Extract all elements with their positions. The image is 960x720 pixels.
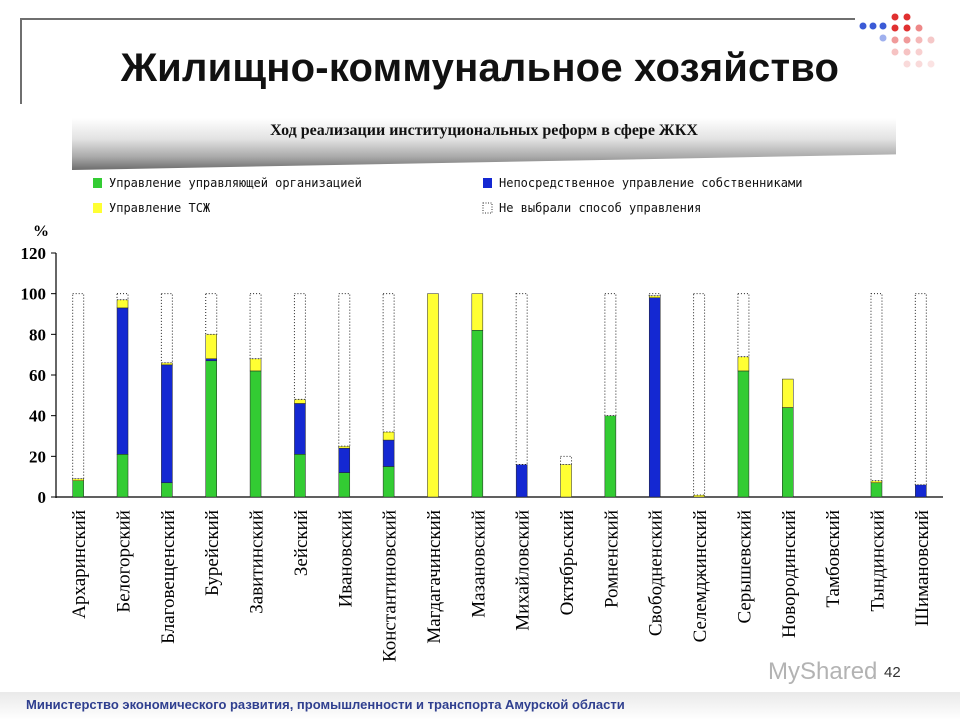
legend-swatch xyxy=(93,178,102,188)
x-tick-label: Зейский xyxy=(291,510,312,576)
y-tick-label: 60 xyxy=(29,366,46,385)
x-tick-label: Благовещенский xyxy=(158,510,179,644)
bar-segment-3 xyxy=(205,334,217,359)
bar-segment-3 xyxy=(737,356,750,372)
bar-segment-4 xyxy=(604,293,617,417)
bar-segment-3 xyxy=(427,293,439,498)
bar-segment-4 xyxy=(737,293,750,358)
bar-segment-3 xyxy=(560,464,572,498)
x-tick-label: Архаринский xyxy=(69,510,90,619)
bar-segment-1 xyxy=(161,482,173,498)
bar-segment-1 xyxy=(294,454,306,498)
footer-text: Министерство экономического развития, пр… xyxy=(26,697,625,712)
y-axis-label: % xyxy=(33,223,49,240)
x-tick-label: Селемджинский xyxy=(690,510,711,642)
bar-segment-4 xyxy=(870,293,883,482)
x-tick-label: Шимановский xyxy=(912,510,933,626)
x-tick-label: Константиновский xyxy=(380,510,401,662)
bar-segment-1 xyxy=(116,454,129,498)
bar-segment-2 xyxy=(338,447,351,473)
bar-segment-4 xyxy=(693,293,706,496)
footer-band xyxy=(0,692,960,720)
watermark: MyShared xyxy=(768,658,878,685)
y-tick-label: 100 xyxy=(21,285,47,304)
bar-groups xyxy=(72,293,927,498)
bar-segment-4 xyxy=(160,293,173,364)
legend-swatch xyxy=(483,178,492,188)
x-tick-label: Магдагачинский xyxy=(424,510,445,644)
bar-segment-4 xyxy=(72,293,85,480)
decorative-dots xyxy=(859,13,935,68)
x-tick-label: Серышевский xyxy=(734,510,755,624)
bar-segment-4 xyxy=(205,293,218,335)
bar-segment-3 xyxy=(116,299,129,309)
bar-segment-1 xyxy=(604,415,617,498)
x-tick-label: Бурейский xyxy=(202,510,223,596)
bar-segment-1 xyxy=(471,330,484,498)
bar-segment-1 xyxy=(72,480,84,498)
x-tick-label: Тындинский xyxy=(867,510,888,612)
x-tick-label: Ромненский xyxy=(601,510,622,608)
x-tick-label: Михайловский xyxy=(513,510,534,631)
legend-label: Не выбрали способ управления xyxy=(499,201,701,215)
x-tick-label: Белогорский xyxy=(114,510,135,613)
bar-segment-1 xyxy=(870,482,883,498)
y-axis: 0 20 40 60 80 100 120% xyxy=(21,223,943,507)
x-tick-label: Свободненский xyxy=(646,510,667,636)
chart-legend: Управление управляющей организацией Непос… xyxy=(93,176,802,215)
bar-segment-4 xyxy=(560,455,573,465)
x-tick-label: Новородинский xyxy=(779,510,800,638)
x-tick-label: Октябрьский xyxy=(557,510,578,615)
bar-segment-1 xyxy=(382,466,395,498)
legend-swatch xyxy=(93,203,102,213)
bar-segment-1 xyxy=(205,360,217,498)
bar-segment-3 xyxy=(249,358,262,372)
frame-horizontal-line xyxy=(20,18,855,20)
bar-segment-3 xyxy=(294,399,306,404)
bar-segment-4 xyxy=(249,293,262,360)
bar-segment-1 xyxy=(737,370,750,498)
bar-segment-4 xyxy=(382,293,395,433)
bar-segment-2 xyxy=(382,439,395,467)
legend-label: Управление управляющей организацией xyxy=(109,176,362,190)
x-axis-labels: Архаринский Белогорский Благовещенский Буре… xyxy=(69,510,933,662)
y-tick-label: 80 xyxy=(29,325,46,344)
bar-segment-2 xyxy=(294,403,306,455)
x-tick-label: Мазановский xyxy=(468,510,489,618)
x-tick-label: Завитинский xyxy=(247,510,268,614)
bar-segment-4 xyxy=(293,293,306,400)
frame-vertical-line xyxy=(20,18,22,104)
bar-segment-2 xyxy=(116,307,129,455)
bar-segment-3 xyxy=(471,293,484,331)
bar-segment-4 xyxy=(914,293,927,486)
bar-segment-4 xyxy=(648,293,661,297)
bar-segment-2 xyxy=(648,297,661,498)
y-tick-label: 0 xyxy=(38,488,47,507)
stacked-bar-chart: Управление управляющей организацией Непос… xyxy=(21,176,943,662)
page-number: 42 xyxy=(884,664,901,681)
bar-segment-1 xyxy=(782,407,794,498)
y-tick-label: 40 xyxy=(29,407,46,426)
bar-segment-3 xyxy=(782,378,794,408)
legend-swatch xyxy=(482,202,493,214)
legend-label: Управление ТСЖ xyxy=(109,201,211,215)
y-tick-label: 120 xyxy=(21,244,47,263)
x-tick-label: Тамбовский xyxy=(823,510,844,608)
bar-segment-4 xyxy=(338,293,351,447)
y-tick-label: 20 xyxy=(29,447,46,466)
bar-segment-2 xyxy=(205,358,217,362)
bar-segment-2 xyxy=(161,364,173,484)
x-tick-label: Ивановский xyxy=(335,510,356,607)
bar-segment-3 xyxy=(382,431,395,441)
chart-subtitle: Ход реализации институциональных реформ … xyxy=(270,122,698,139)
slide-title: Жилищно-коммунальное хозяйство xyxy=(120,46,840,90)
bar-segment-4 xyxy=(116,293,129,301)
bar-segment-1 xyxy=(249,370,262,498)
bar-segment-1 xyxy=(338,472,351,498)
bar-segment-2 xyxy=(915,484,927,498)
legend-label: Непосредственное управление собственника… xyxy=(499,176,802,190)
bar-segment-2 xyxy=(515,464,528,498)
bar-segment-4 xyxy=(515,293,528,465)
